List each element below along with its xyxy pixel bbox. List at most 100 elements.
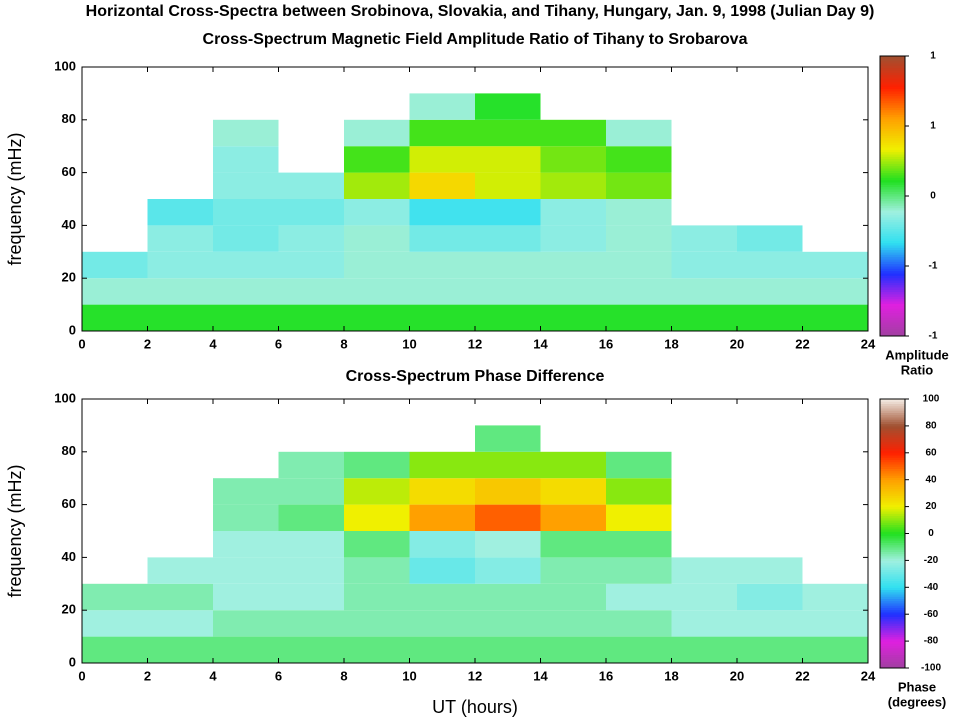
colorbar-swatch [880,79,905,83]
colorbar-swatch [880,475,905,478]
colorbar-swatch [880,495,905,499]
colorbar-swatch [880,490,905,494]
heatmap-cell [540,172,606,199]
heatmap-cell [540,146,606,173]
heatmap-cell [409,583,475,611]
colorbar-swatch [880,67,905,71]
colorbar-swatch [880,333,905,337]
colorbar-swatch [880,74,905,78]
heatmap-cell [147,610,213,637]
heatmap-cell [606,451,672,479]
colorbar-swatch [880,479,905,483]
heatmap-cell [213,610,279,637]
heatmap-cell [606,172,672,199]
colorbar-swatch [880,502,905,505]
heatmap-cell [82,583,148,611]
heatmap-cell [540,478,606,505]
colorbar-swatch [880,77,905,80]
x-tick-label: 4 [209,668,217,683]
x-tick-label: 8 [340,336,347,351]
heatmap-cell [278,451,344,479]
heatmap-cell [213,531,279,558]
heatmap-cell [475,557,541,584]
colorbar-swatch [880,240,905,244]
x-tick-label: 16 [599,336,613,351]
colorbar-swatch [880,504,905,508]
colorbar-swatch [880,553,905,557]
heatmap-cell [802,278,868,305]
colorbar-swatch [880,294,905,297]
colorbar-swatch [880,652,905,656]
colorbar-swatch [880,638,905,642]
colorbar-swatch [880,315,905,318]
colorbar-swatch [880,567,905,570]
colorbar-swatch [880,517,905,521]
colorbar-swatch [880,477,905,481]
colorbar-swatch [880,607,905,611]
colorbar-label: (degrees) [888,694,947,709]
heatmap-cell [671,636,737,663]
x-tick-label: 22 [795,336,809,351]
colorbar-swatch [880,130,905,134]
colorbar-swatch [880,620,905,624]
heatmap-cell [475,119,541,147]
x-tick-label: 12 [468,336,482,351]
heatmap-cell [606,146,672,173]
y-tick-label: 60 [62,164,76,179]
colorbar-swatch [880,576,905,579]
colorbar-swatch [880,434,905,438]
colorbar-swatch [880,484,905,487]
colorbar-swatch [880,65,905,69]
colorbar-tick-label: -1 [929,331,938,342]
y-axis-label: frequency (mHz) [5,464,25,597]
heatmap-cell [147,278,213,305]
heatmap-cell [344,451,410,479]
colorbar-tick-label: -1 [929,261,938,272]
colorbar-swatch [880,324,905,328]
heatmap-cell [147,225,213,252]
colorbar-swatch [880,102,905,106]
colorbar-swatch [880,238,905,241]
colorbar-swatch [880,72,905,76]
colorbar-swatch [880,594,905,597]
heatmap-cell [278,557,344,584]
heatmap-cell [540,504,606,531]
heatmap-cell [147,636,213,663]
y-tick-label: 60 [62,496,76,511]
heatmap-cell [606,557,672,584]
colorbar-swatch [880,98,905,101]
colorbar-swatch [880,450,905,454]
x-tick-label: 20 [730,336,744,351]
colorbar-swatch [880,457,905,461]
heatmap-cell [147,304,213,331]
heatmap-cell [475,199,541,226]
heatmap-cell [737,557,803,584]
heatmap-cell [606,478,672,505]
colorbar-swatch [880,656,905,660]
colorbar-swatch [880,425,905,429]
colorbar-swatch [880,472,905,476]
heatmap-cell [213,583,279,611]
colorbar-swatch [880,600,905,604]
colorbar-swatch [880,175,905,178]
colorbar-swatch [880,623,905,626]
colorbar-swatch [880,58,905,62]
colorbar-swatch [880,112,905,115]
colorbar-swatch [880,226,905,230]
colorbar-swatch [880,410,905,413]
heatmap-cell [344,119,410,147]
heatmap-cell [344,583,410,611]
heatmap-cell [475,478,541,505]
colorbar-swatch [880,602,905,606]
x-tick-label: 14 [533,668,548,683]
heatmap-cell [671,304,737,331]
colorbar-tick-label: 40 [925,474,937,485]
colorbar-swatch [880,511,905,514]
colorbar-swatch [880,654,905,658]
colorbar-swatch [880,459,905,463]
x-tick-label: 22 [795,668,809,683]
colorbar-swatch [880,665,905,669]
heatmap-cell [82,636,148,663]
colorbar-swatch [880,329,905,332]
colorbar-swatch [880,508,905,512]
